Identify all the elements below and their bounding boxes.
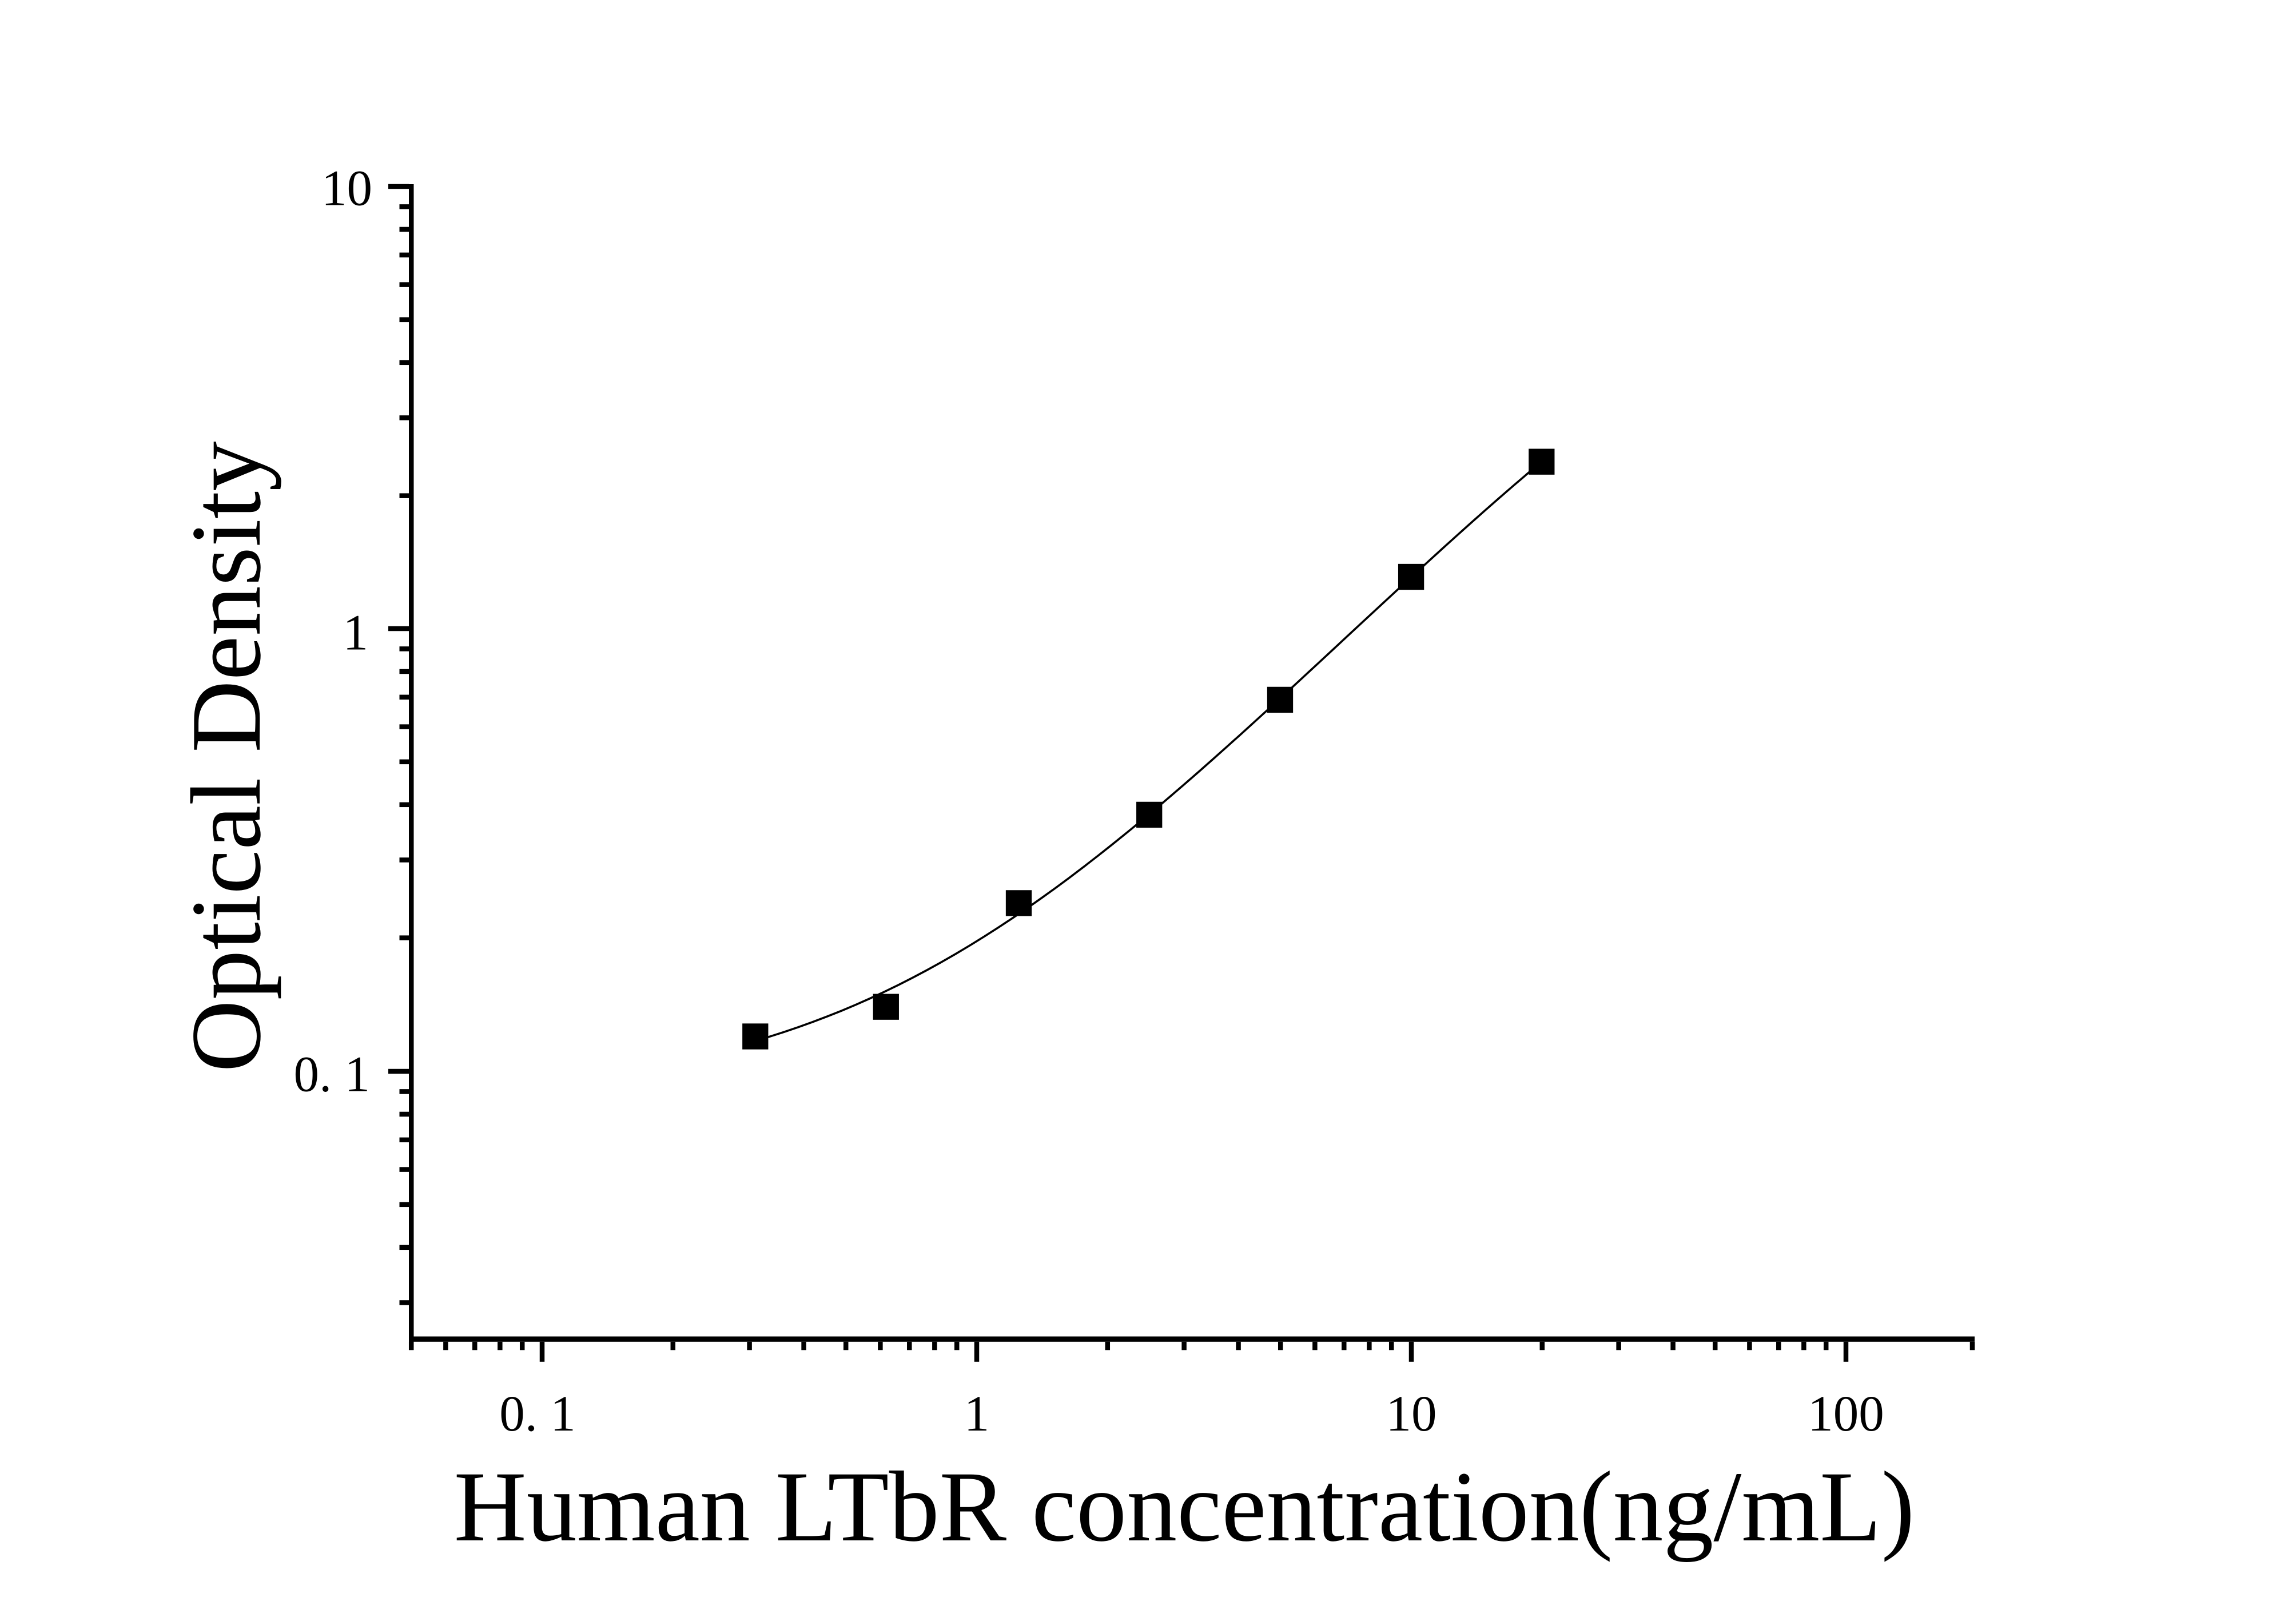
svg-text:0. 1: 0. 1	[294, 1047, 371, 1103]
svg-text:1: 1	[343, 605, 369, 661]
svg-text:0. 1: 0. 1	[499, 1386, 576, 1442]
svg-text:Human LTbR concentration(ng/mL: Human LTbR concentration(ng/mL)	[454, 1451, 1915, 1563]
svg-text:100: 100	[1808, 1386, 1884, 1442]
svg-text:10: 10	[321, 161, 372, 217]
svg-text:1: 1	[964, 1386, 990, 1442]
svg-text:10: 10	[1386, 1386, 1437, 1442]
svg-text:Optical Density: Optical Density	[170, 441, 281, 1072]
